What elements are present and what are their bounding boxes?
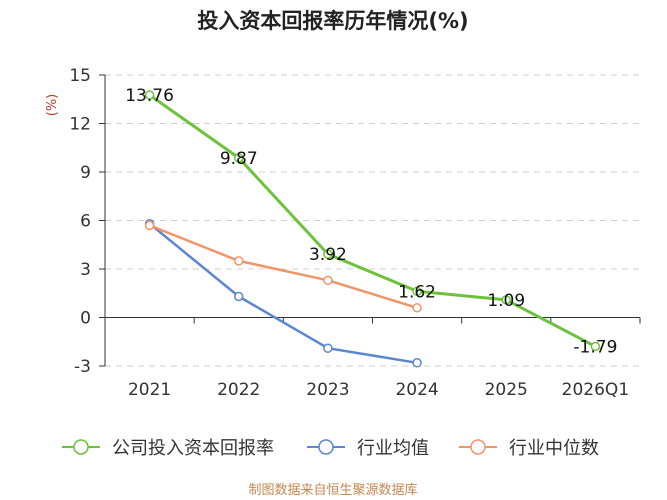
y-tick-label: 6 (80, 212, 91, 232)
legend-label: 行业中位数 (509, 438, 599, 459)
x-tick-label: 2024 (395, 380, 438, 400)
series-line (148, 222, 419, 365)
data-point (323, 275, 333, 286)
legend-marker (470, 439, 486, 455)
data-point (144, 90, 155, 100)
legend-marker (318, 439, 334, 455)
legend-item: 公司投入资本回报率 (62, 438, 274, 459)
x-tick-label: 2025 (485, 380, 528, 400)
x-tick-label: 2021 (128, 380, 171, 400)
data-label: 1.09 (487, 291, 525, 311)
axes: 15 12 9 6 3 0 -3 2021 2022 2023 2024 2025 2026Q1 (69, 66, 641, 400)
y-tick-label: -3 (74, 357, 91, 377)
source-footer: 制图数据来自恒生聚源数据库 (248, 482, 417, 498)
series-line (148, 224, 419, 310)
data-label-layer: 13.76 9.87 3.92 1.62 1.09 -1.79 (125, 86, 617, 357)
y-tick-label: 9 (80, 163, 91, 183)
x-tick-label: 2022 (217, 380, 260, 400)
data-point (590, 341, 601, 352)
grid (105, 74, 640, 367)
data-point (412, 303, 422, 313)
y-axis-label: (%) (45, 94, 60, 117)
data-point (234, 256, 244, 266)
data-label: 3.92 (309, 245, 347, 265)
y-tick-label: 3 (80, 260, 91, 280)
chart-title: 投入资本回报率历年情况(%) (197, 9, 468, 33)
y-tick-label: 15 (69, 66, 91, 86)
legend-item: 行业均值 (307, 438, 429, 459)
data-label: 9.87 (220, 149, 258, 169)
data-point (144, 220, 155, 231)
x-tick-label: 2026Q1 (562, 380, 629, 400)
y-tick-label: 12 (69, 115, 91, 135)
legend-label: 行业均值 (357, 438, 429, 459)
data-point (501, 295, 511, 305)
series-layer (148, 93, 597, 365)
point-layer (144, 90, 601, 368)
series-line (148, 93, 597, 348)
legend-label: 公司投入资本回报率 (112, 438, 274, 459)
data-label: 1.62 (398, 282, 436, 302)
x-tick-label: 2023 (306, 380, 349, 400)
legend: 公司投入资本回报率 行业均值 行业中位数 (62, 438, 599, 459)
legend-item: 行业中位数 (459, 438, 599, 459)
data-point (323, 343, 333, 353)
data-point (412, 286, 422, 297)
data-label: -1.79 (573, 337, 617, 357)
legend-marker (73, 439, 89, 455)
data-label: 13.76 (125, 86, 174, 106)
data-point (234, 153, 244, 163)
y-tick-label: 0 (80, 309, 91, 329)
data-point (412, 358, 422, 368)
data-point (234, 291, 244, 302)
data-point (323, 249, 333, 259)
